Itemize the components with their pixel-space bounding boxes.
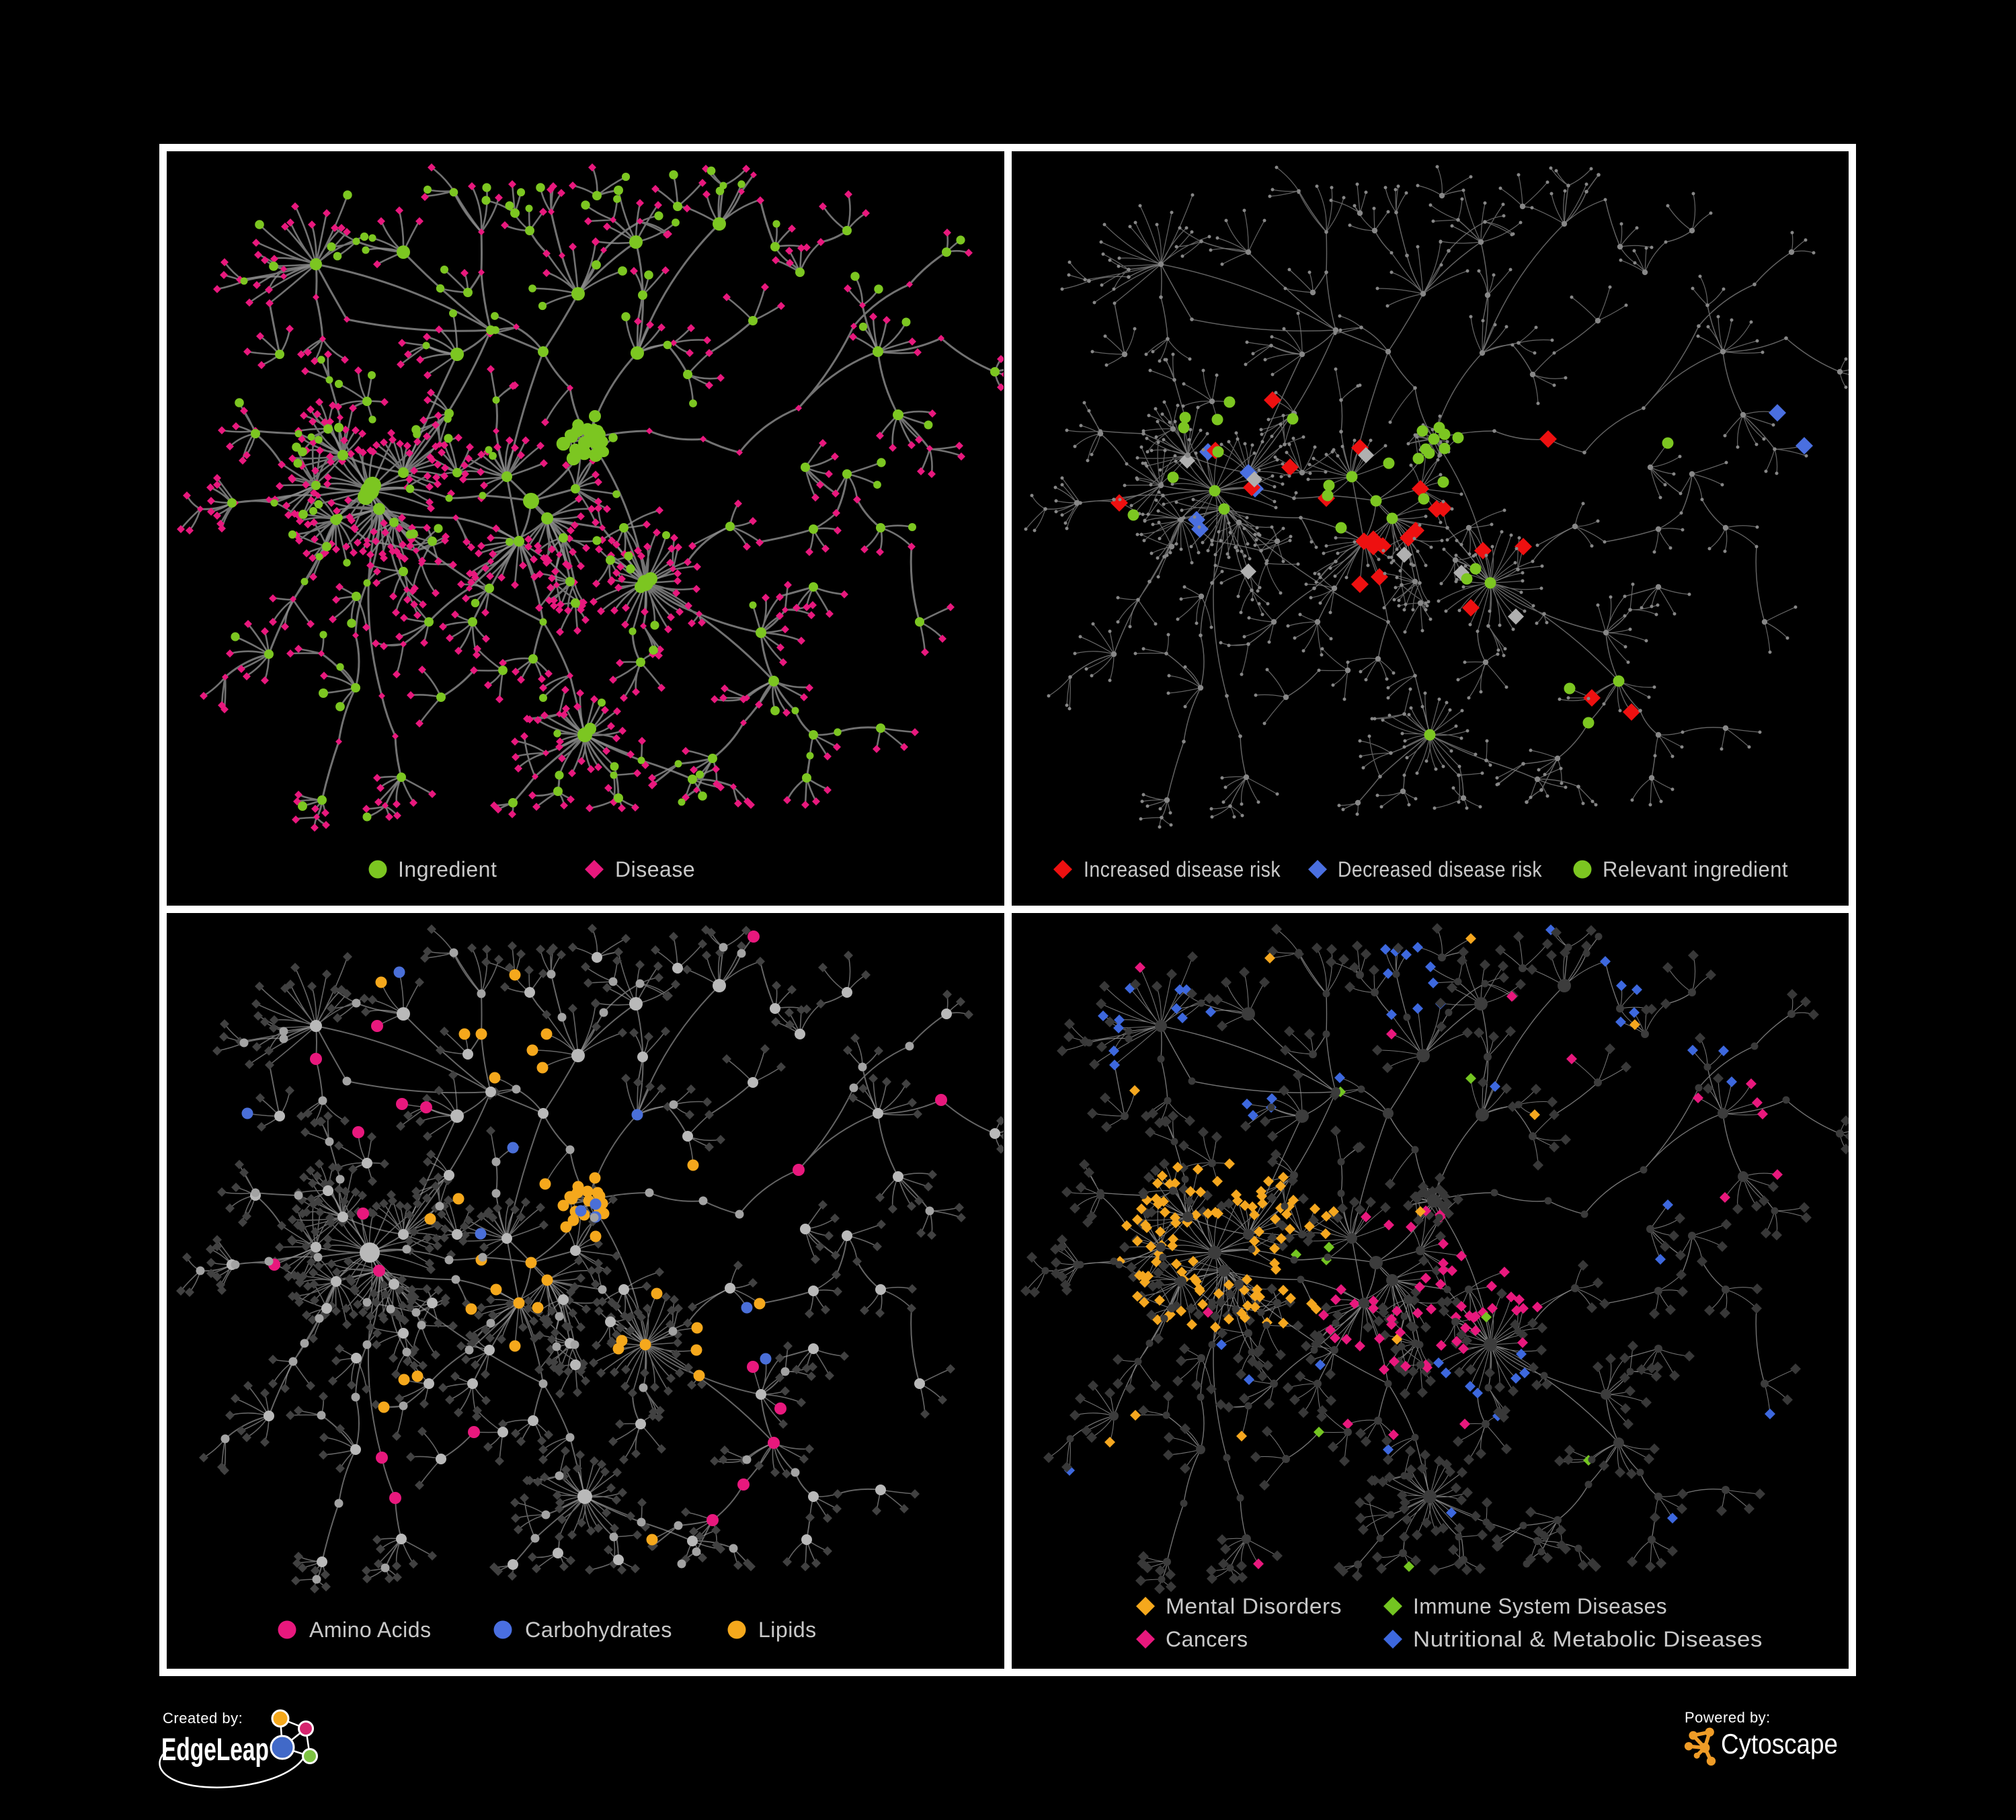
svg-text:Lipids: Lipids	[758, 1618, 817, 1642]
svg-text:Mental Disorders: Mental Disorders	[1166, 1594, 1342, 1618]
svg-text:Amino Acids: Amino Acids	[309, 1618, 432, 1642]
svg-text:Ingredient: Ingredient	[398, 857, 497, 881]
svg-text:Carbohydrates: Carbohydrates	[525, 1618, 672, 1642]
svg-text:Cancers: Cancers	[1166, 1627, 1248, 1651]
svg-text:Relevant ingredient: Relevant ingredient	[1603, 857, 1788, 881]
svg-text:Immune System Diseases: Immune System Diseases	[1413, 1594, 1667, 1618]
svg-text:Created by:: Created by:	[163, 1710, 243, 1727]
svg-text:Disease: Disease	[615, 857, 695, 881]
svg-text:EdgeLeap: EdgeLeap	[161, 1731, 269, 1767]
svg-text:Cytoscape: Cytoscape	[1721, 1728, 1838, 1759]
svg-text:Decreased disease risk: Decreased disease risk	[1338, 857, 1542, 881]
svg-text:Nutritional & Metabolic Diseas: Nutritional & Metabolic Diseases	[1413, 1627, 1763, 1651]
svg-text:Increased disease risk: Increased disease risk	[1084, 857, 1281, 881]
svg-text:Powered by:: Powered by:	[1685, 1709, 1771, 1726]
